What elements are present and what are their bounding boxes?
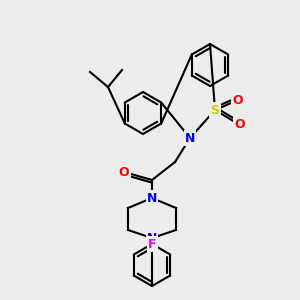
Text: O: O	[119, 166, 129, 178]
Text: N: N	[147, 191, 157, 205]
Text: O: O	[235, 118, 245, 131]
Text: S: S	[211, 103, 220, 116]
Text: N: N	[147, 232, 157, 244]
Text: N: N	[185, 131, 195, 145]
Text: O: O	[233, 94, 243, 106]
Text: F: F	[148, 238, 156, 250]
